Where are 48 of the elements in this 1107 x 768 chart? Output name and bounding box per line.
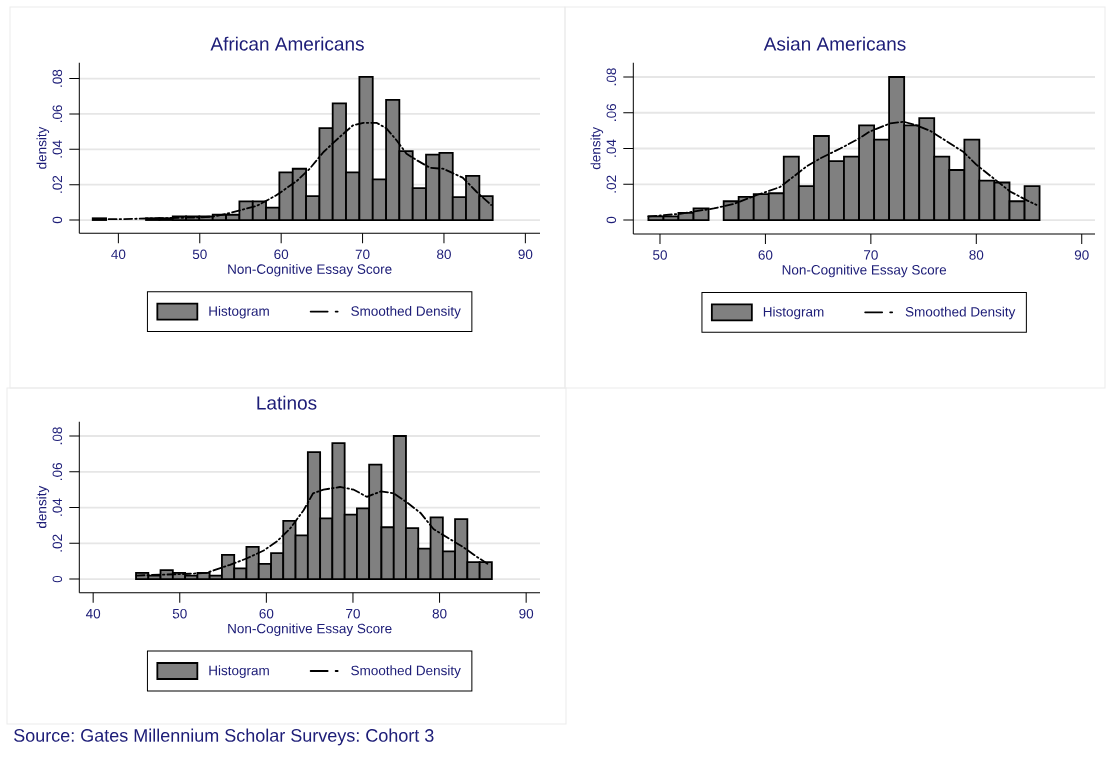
legend-label: Smoothed Density <box>351 305 461 319</box>
legend-label: Histogram <box>209 305 269 319</box>
x-tick-label: 60 <box>274 249 289 260</box>
x-tick-label: 70 <box>864 250 878 260</box>
x-tick-label: 70 <box>355 249 370 260</box>
x-tick-label: 80 <box>432 608 447 619</box>
legend-label: Smoothed Density <box>905 306 1016 320</box>
x-tick-label: 70 <box>346 608 360 619</box>
y-tick-label: .02 <box>52 175 63 193</box>
x-tick-label: 90 <box>1074 250 1089 260</box>
y-tick-label: .04 <box>52 498 63 516</box>
x-tick-label: 40 <box>111 249 126 260</box>
y-tick-label: 0 <box>52 575 63 583</box>
x-axis-title: Non-Cognitive Essay Score <box>228 623 392 636</box>
x-tick-label: 50 <box>192 249 207 260</box>
x-axis-title: Non-Cognitive Essay Score <box>782 264 947 278</box>
y-axis-title: density <box>36 126 50 169</box>
legend-label: Histogram <box>763 306 824 320</box>
y-tick-label: .06 <box>52 105 63 123</box>
x-tick-label: 40 <box>85 608 101 619</box>
y-axis-title: density <box>36 485 50 529</box>
x-tick-label: 80 <box>969 250 984 260</box>
source-note: Source: Gates Millennium Scholar Surveys: Cohort 3 <box>14 728 434 746</box>
legend-label: Smoothed Density <box>351 665 461 678</box>
x-tick-label: 80 <box>437 249 451 260</box>
x-tick-label: 60 <box>758 250 773 260</box>
y-tick-label: 0 <box>606 216 617 224</box>
chart-title: Latinos <box>257 395 317 410</box>
y-tick-label: 0 <box>52 216 63 224</box>
y-axis-title: density <box>590 126 604 170</box>
chart-title: Asian Americans <box>763 36 906 51</box>
y-tick-label: .06 <box>52 462 63 480</box>
y-tick-label: .08 <box>606 68 617 86</box>
x-tick-label: 50 <box>653 250 667 260</box>
x-tick-label: 90 <box>518 249 533 260</box>
y-tick-label: .08 <box>52 427 63 445</box>
x-axis-title: Non-Cognitive Essay Score <box>228 264 392 277</box>
y-tick-label: .02 <box>606 175 617 193</box>
x-tick-label: 60 <box>259 608 274 619</box>
y-tick-label: .04 <box>52 140 63 158</box>
y-tick-label: .06 <box>606 103 617 121</box>
x-tick-label: 90 <box>519 608 534 619</box>
x-tick-label: 50 <box>172 608 187 619</box>
y-tick-label: .08 <box>52 69 63 87</box>
y-tick-label: .02 <box>52 534 63 552</box>
chart-title: African Americans <box>210 36 364 51</box>
legend-label: Histogram <box>209 665 269 678</box>
y-tick-label: .04 <box>606 139 617 157</box>
